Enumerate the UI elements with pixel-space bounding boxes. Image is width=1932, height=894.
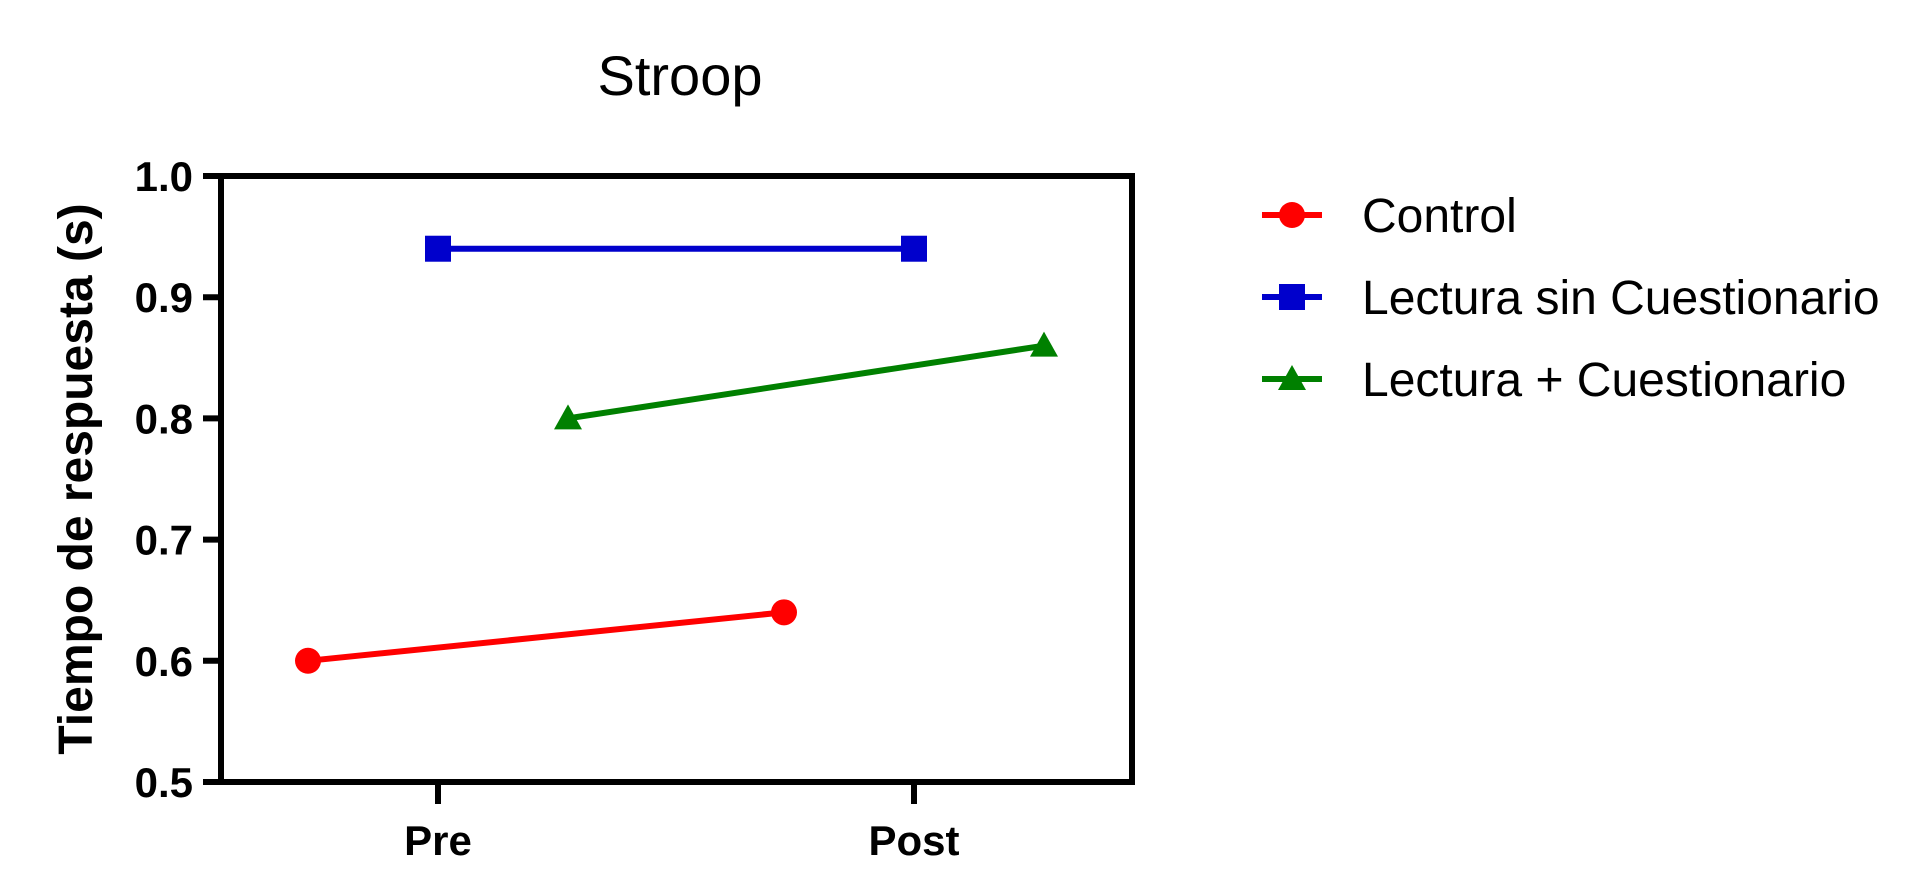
series-line [567,342,1045,422]
legend-marker [1279,284,1305,310]
y-tick-label: 0.7 [135,517,193,564]
legend-entry: Lectura sin Cuestionario [1262,272,1880,325]
data-point [295,647,321,674]
y-tick-label: 0.6 [135,638,193,685]
data-point [554,404,582,430]
y-tick-label: 0.9 [135,274,193,321]
legend-entry: Lectura + Cuestionario [1262,354,1846,407]
legend-entry: Control [1262,190,1517,243]
series-line [307,609,785,664]
series-2 [425,235,927,262]
legend-marker [1279,202,1305,228]
series-1 [295,599,797,674]
y-tick-label: 1.0 [135,153,193,200]
legend: Control Lectura sin Cuestionario Lectura +… [1262,190,1880,407]
data-point [1030,331,1058,357]
plot-frame [218,173,1135,785]
data-point [901,235,927,262]
legend-label: Lectura + Cuestionario [1362,354,1846,407]
y-axis: 0.5 0.6 0.7 0.8 0.9 1.0 [135,153,221,806]
legend-label: Control [1362,190,1517,243]
y-axis-label: Tiempo de respuesta (s) [50,203,103,754]
chart-title: Stroop [598,44,763,107]
series-3 [554,331,1058,430]
data-point [425,235,451,262]
y-tick-label: 0.5 [135,759,193,806]
series-layer [295,235,1058,674]
y-tick-label: 0.8 [135,395,193,442]
data-point [771,599,797,626]
legend-marker [1278,365,1306,390]
x-axis: Pre Post [404,782,960,864]
x-tick-label: Pre [404,817,472,864]
x-tick-label: Post [868,817,959,864]
legend-label: Lectura sin Cuestionario [1362,272,1880,325]
